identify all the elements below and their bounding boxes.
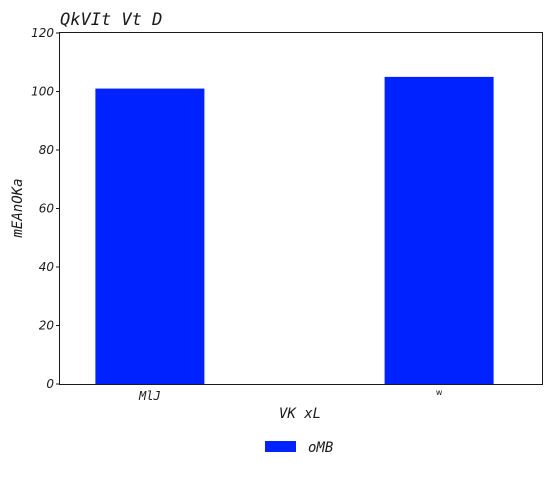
legend-swatch (265, 441, 296, 452)
y-tick-label: 40 (39, 260, 55, 274)
y-axis-ticks: 0 20 40 60 80 100 120 (31, 26, 60, 391)
chart-title: QkVIt Vt D (60, 10, 162, 30)
x-axis-ticks: MlJ w (138, 388, 443, 403)
legend: oMB (265, 440, 333, 456)
bars-group (95, 76, 494, 384)
y-tick-label: 100 (31, 85, 54, 99)
y-tick-label: 0 (46, 377, 54, 391)
y-tick-label: 120 (31, 26, 54, 40)
x-tick-label: w (436, 388, 443, 397)
x-tick-label: MlJ (138, 389, 161, 403)
bar-w (384, 76, 494, 384)
plot-area (59, 32, 543, 385)
y-axis-label: mEAnOKa (10, 178, 26, 238)
y-tick-label: 20 (39, 319, 55, 333)
bar-MlJ (95, 88, 205, 384)
legend-label: oMB (308, 440, 333, 456)
x-axis-label: VK xL (279, 406, 321, 422)
y-tick-label: 60 (39, 202, 55, 216)
y-tick-label: 80 (39, 143, 55, 157)
